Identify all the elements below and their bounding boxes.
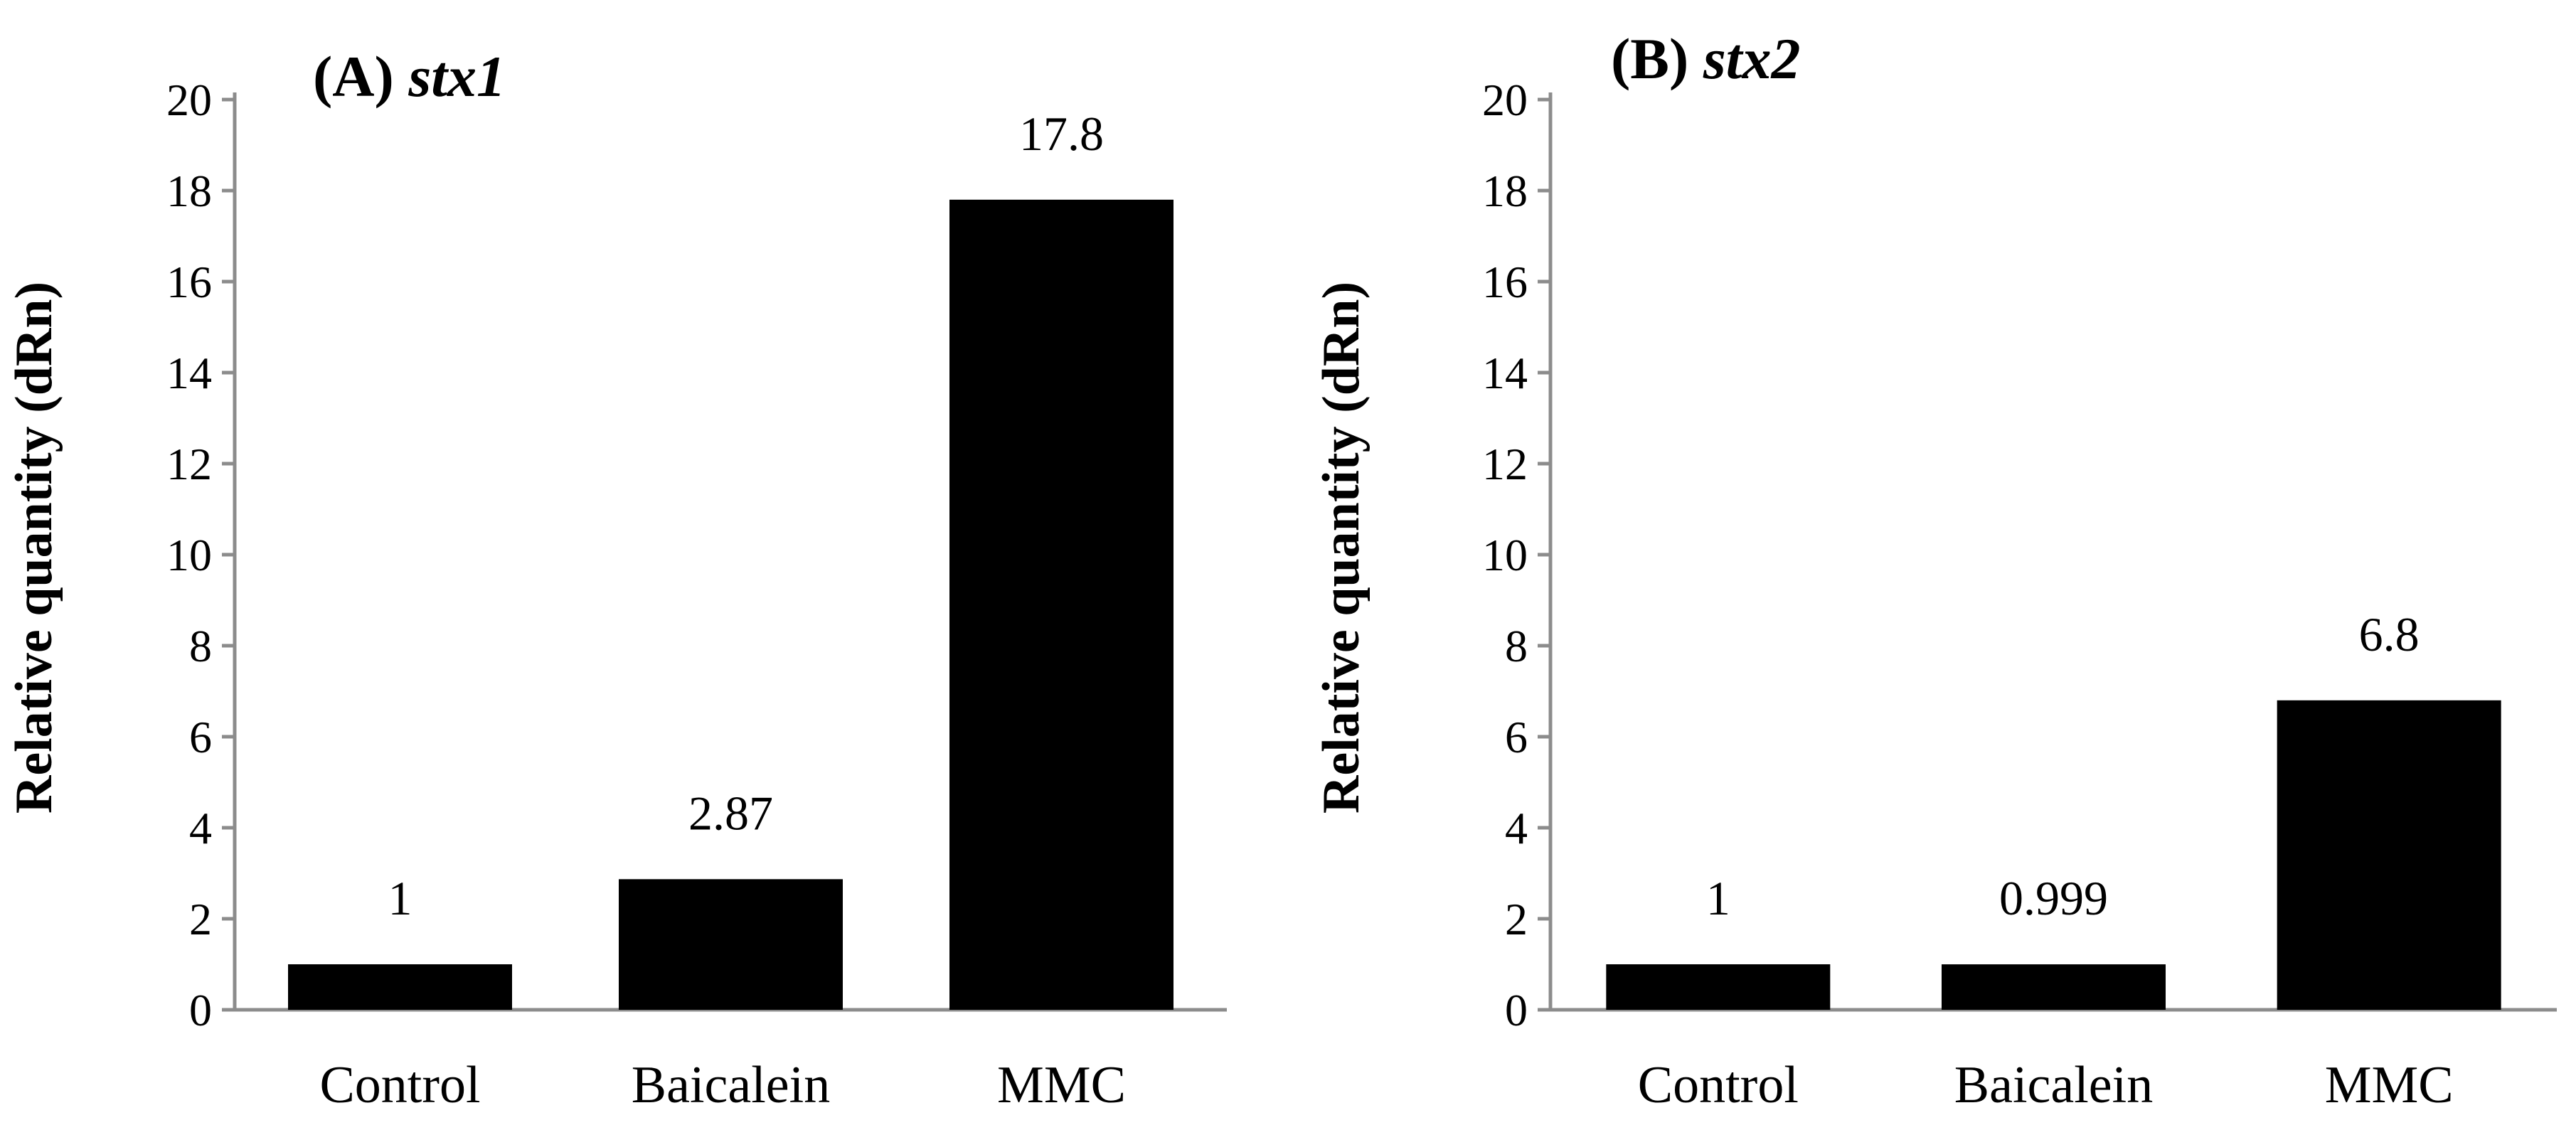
y-tick-label: 6 — [1505, 712, 1528, 762]
x-tick-label: MMC — [997, 1056, 1126, 1114]
chart-title-prefix: (B) — [1611, 26, 1703, 91]
y-tick-label: 2 — [189, 894, 212, 944]
data-label: 1 — [1706, 871, 1730, 925]
y-tick-label: 14 — [1482, 348, 1528, 398]
x-tick-label: Baicalein — [1954, 1056, 2153, 1114]
y-tick-label: 6 — [189, 712, 212, 762]
chart-title-gene: stx2 — [1703, 26, 1801, 91]
bar-mmc — [949, 199, 1173, 1010]
y-tick-label: 2 — [1505, 894, 1528, 944]
chart-title-gene: stx1 — [408, 44, 506, 109]
y-tick-label: 20 — [1482, 75, 1528, 125]
chart-panel-a: 0 2 4 6 8 10 12 14 16 18 20 1 Control 2.87 Baicalein 17… — [5, 44, 1227, 1114]
y-tick-label: 18 — [1482, 166, 1528, 216]
bar-baicalein — [1942, 964, 2166, 1010]
y-tick-label: 12 — [166, 439, 212, 489]
x-tick-label: Control — [319, 1056, 480, 1114]
y-axis-title: Relative quantity (dRn) — [1312, 282, 1371, 814]
bar-baicalein — [619, 879, 843, 1010]
data-label: 17.8 — [1019, 107, 1104, 161]
y-axis-title: Relative quantity (dRn) — [5, 282, 63, 814]
y-tick-label: 10 — [1482, 530, 1528, 580]
data-label: 1 — [388, 871, 413, 925]
y-tick-label: 18 — [166, 166, 212, 216]
chart-title: (A) stx1 — [313, 44, 506, 109]
bar-control — [288, 964, 512, 1010]
y-tick-label: 4 — [1505, 803, 1528, 853]
y-tick-label: 12 — [1482, 439, 1528, 489]
bar-control — [1606, 964, 1831, 1010]
y-tick-label: 8 — [189, 621, 212, 671]
data-label: 2.87 — [688, 786, 773, 840]
y-tick-label: 4 — [189, 803, 212, 853]
x-tick-label: MMC — [2325, 1056, 2454, 1114]
y-tick-label: 16 — [166, 257, 212, 307]
x-tick-label: Baicalein — [632, 1056, 830, 1114]
y-tick-label: 8 — [1505, 621, 1528, 671]
y-tick-label: 14 — [166, 348, 212, 398]
chart-title: (B) stx2 — [1611, 26, 1801, 91]
bar-mmc — [2277, 700, 2501, 1010]
chart-title-prefix: (A) — [313, 44, 408, 109]
y-tick-label: 0 — [189, 985, 212, 1035]
y-tick-label: 16 — [1482, 257, 1528, 307]
data-label: 6.8 — [2359, 607, 2420, 661]
y-tick-label: 20 — [166, 75, 212, 125]
chart-panel-b: 0 2 4 6 8 10 12 14 16 18 20 1 Control 0.999 Baicalein 6… — [1312, 26, 2557, 1114]
y-tick-label: 10 — [166, 530, 212, 580]
y-tick-label: 0 — [1505, 985, 1528, 1035]
x-tick-label: Control — [1638, 1056, 1799, 1114]
data-label: 0.999 — [1999, 871, 2108, 925]
